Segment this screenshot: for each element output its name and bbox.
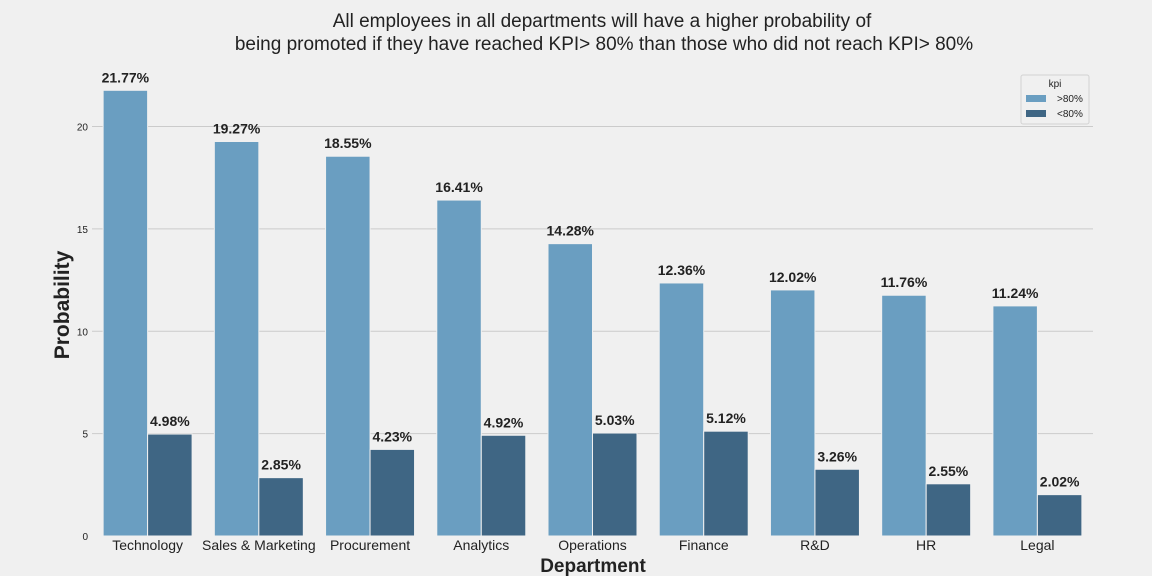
bar-above-80 (992, 305, 1038, 537)
data-label: 11.76% (881, 274, 928, 290)
data-label: 11.24% (992, 285, 1039, 301)
data-label: 3.26% (817, 448, 857, 464)
data-label: 21.77% (102, 69, 150, 85)
x-axis-label: Department (540, 556, 646, 576)
x-tick-label: HR (916, 537, 936, 553)
legend-swatch (1026, 110, 1046, 117)
legend-swatch (1026, 95, 1046, 102)
bar-above-80 (213, 140, 260, 537)
x-tick-label: Finance (679, 537, 729, 553)
data-label: 2.02% (1040, 474, 1080, 490)
x-tick-label: Sales & Marketing (202, 537, 316, 553)
data-labels: 21.77% 4.98% 19.27% 2.85% 18.55% 4.23% 16.41% 4… (102, 69, 1080, 489)
chart-title-line-2: being promoted if they have reached KPI>… (235, 34, 973, 55)
x-tick-label: Technology (112, 537, 183, 553)
legend-label: >80% (1057, 94, 1083, 105)
bar-above-80 (436, 199, 482, 537)
bar-below-80 (258, 477, 304, 537)
x-tick-label: Legal (1020, 537, 1054, 553)
data-label: 2.55% (929, 463, 969, 479)
data-label: 19.27% (213, 120, 261, 136)
data-label: 5.12% (706, 410, 746, 426)
chart-title-line-1: All employees in all departments will ha… (333, 11, 872, 32)
y-axis-ticks: 0 5 10 15 20 (77, 123, 89, 543)
bars (102, 89, 1083, 537)
legend-label: <80% (1057, 109, 1083, 120)
x-axis-ticks: Technology Sales & Marketing Procurement An… (112, 537, 1054, 553)
x-tick-label: Operations (558, 537, 626, 553)
data-label: 12.02% (769, 269, 817, 285)
bar-above-80 (881, 294, 927, 537)
legend: kpi >80% <80% (1020, 74, 1090, 125)
bar-below-80 (480, 434, 527, 537)
data-label: 4.98% (150, 413, 190, 429)
bar-below-80 (1036, 494, 1083, 537)
x-tick-label: Analytics (453, 537, 509, 553)
bar-below-80 (925, 483, 972, 537)
y-tick-label: 0 (82, 532, 88, 543)
data-label: 12.36% (658, 262, 706, 278)
data-label: 4.23% (372, 428, 412, 444)
data-label: 4.92% (484, 414, 524, 430)
bar-below-80 (703, 430, 749, 537)
y-tick-label: 5 (82, 430, 88, 441)
bar-below-80 (147, 433, 193, 537)
y-tick-label: 15 (77, 225, 89, 236)
data-label: 2.85% (261, 457, 301, 473)
bar-below-80 (592, 432, 638, 537)
data-label: 14.28% (547, 223, 595, 239)
y-tick-label: 20 (77, 123, 89, 134)
y-axis-label: Probability (51, 250, 74, 359)
y-tick-label: 10 (77, 327, 89, 338)
bar-below-80 (369, 448, 416, 537)
bar-above-80 (769, 289, 816, 537)
legend-title: kpi (1049, 79, 1062, 90)
data-label: 18.55% (324, 135, 372, 151)
data-label: 16.41% (435, 179, 483, 195)
x-tick-label: Procurement (330, 537, 410, 553)
bar-above-80 (658, 282, 705, 537)
bar-above-80 (102, 89, 149, 537)
bar-above-80 (325, 155, 371, 537)
bar-above-80 (547, 243, 593, 537)
bar-below-80 (814, 468, 860, 537)
x-tick-label: R&D (800, 537, 830, 553)
data-label: 5.03% (595, 412, 635, 428)
